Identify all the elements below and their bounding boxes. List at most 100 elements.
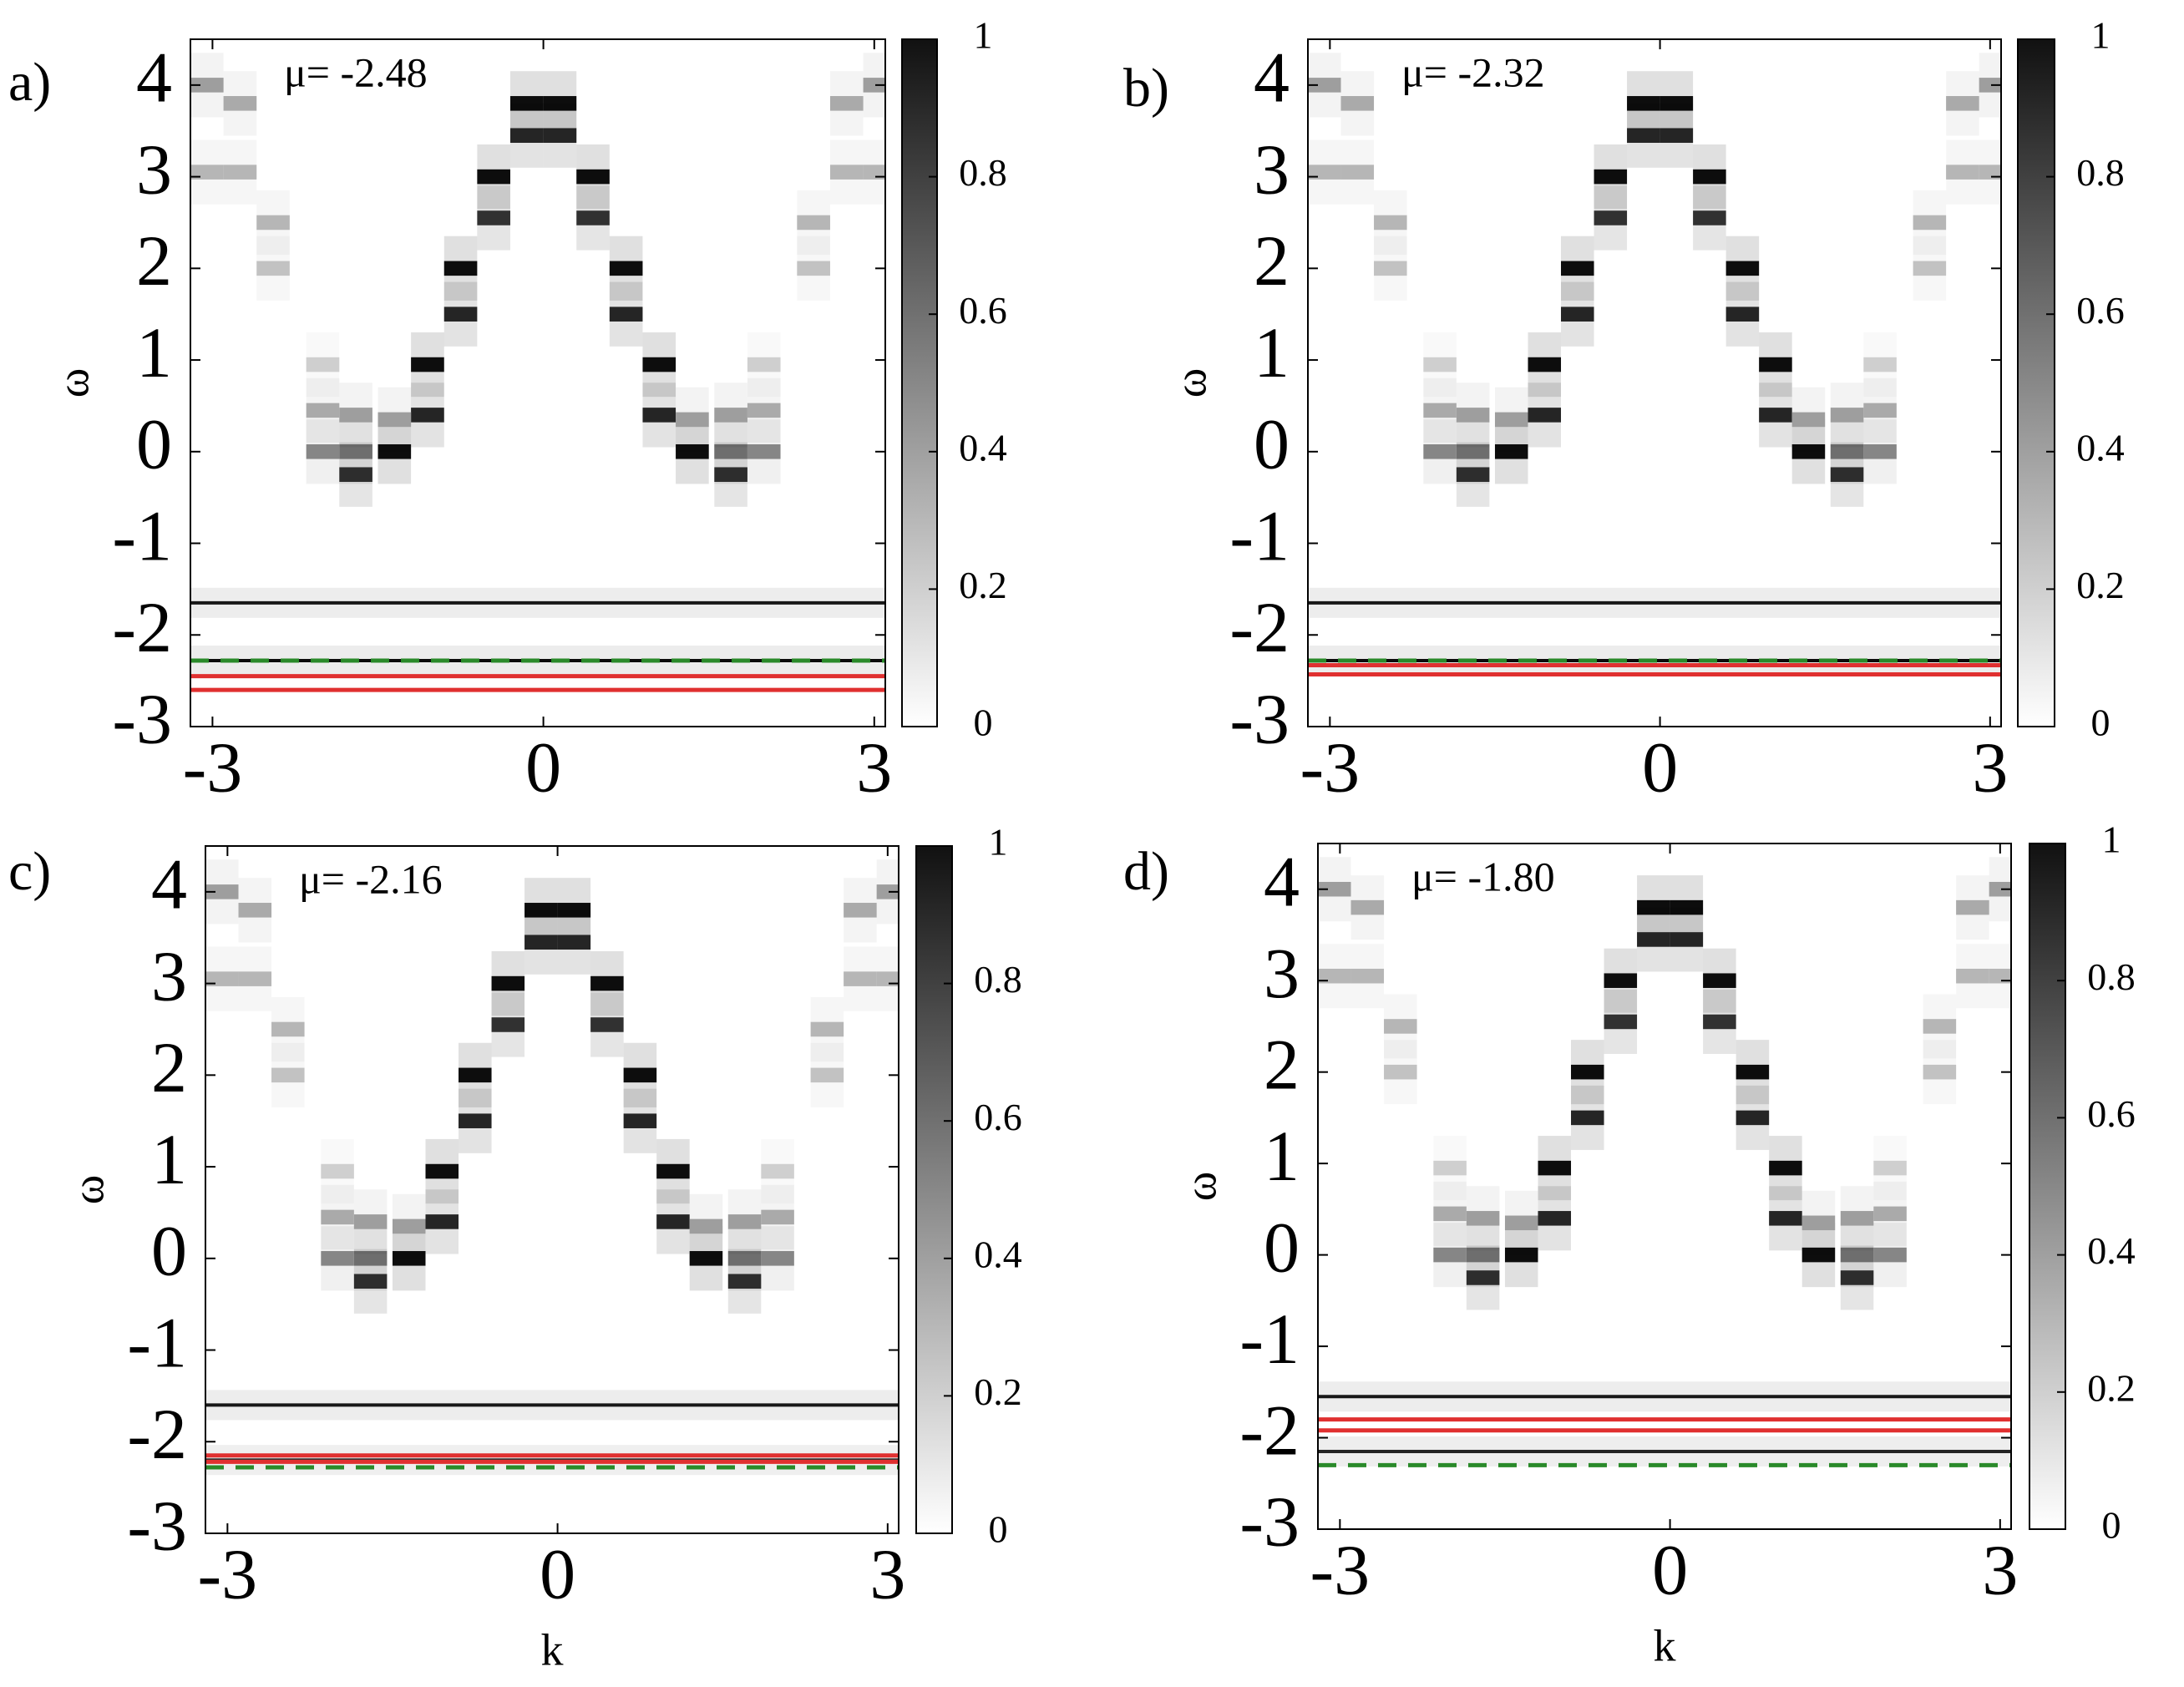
cell: [1318, 881, 1351, 897]
cell: [1725, 261, 1760, 276]
cell: [509, 96, 544, 111]
y-tick-label: -1: [1229, 495, 1290, 575]
colorbar-tick-label: 0.8: [2087, 955, 2136, 998]
y-tick-label: 0: [151, 1211, 187, 1291]
y-tick-label: 3: [1254, 129, 1290, 209]
plot-frame: [190, 38, 886, 727]
cell: [656, 1163, 690, 1179]
cell: [590, 975, 624, 991]
cell: [543, 128, 577, 143]
y-tick-label: 0: [1254, 404, 1290, 484]
cell: [321, 1209, 354, 1225]
cell: [1594, 210, 1628, 225]
colorbar-tick-label: 0.4: [2087, 1229, 2136, 1272]
colorbar-tick-label: 0: [2091, 702, 2111, 744]
cell: [443, 306, 478, 322]
plot-frame: [205, 845, 899, 1534]
cell: [1703, 973, 1736, 988]
cell: [491, 1017, 525, 1032]
cell: [1989, 881, 2011, 897]
y-tick-label: 1: [151, 1119, 187, 1199]
cell: [1456, 467, 1490, 483]
cell: [1466, 1270, 1500, 1285]
cell: [1660, 96, 1694, 111]
cell: [714, 408, 747, 423]
colorbar-tick-label: 0: [989, 1508, 1008, 1551]
y-tick-label: -2: [112, 587, 172, 667]
cell: [256, 261, 290, 276]
cell: [1423, 444, 1457, 459]
cell: [353, 1251, 388, 1266]
cell: [1571, 1064, 1604, 1080]
cell: [205, 971, 239, 986]
y-tick-label: -2: [1229, 587, 1290, 667]
cell: [1873, 1247, 1907, 1263]
colorbar-tick-label: 0.2: [959, 564, 1007, 606]
colorbar-tick-label: 1: [2091, 14, 2111, 57]
cell: [1594, 169, 1628, 185]
cell: [411, 357, 444, 372]
cell: [321, 1251, 354, 1266]
cell: [425, 1163, 459, 1179]
panel-label: a): [8, 52, 51, 113]
cell: [524, 935, 558, 950]
plot-frame: [1317, 843, 2012, 1530]
cell: [1863, 357, 1897, 372]
cell: [1693, 169, 1726, 185]
cell: [1913, 215, 1947, 231]
y-tick-label: 0: [1264, 1207, 1300, 1287]
cell: [1340, 165, 1375, 180]
cell: [190, 78, 224, 93]
cell: [1769, 1160, 1802, 1176]
colorbar-tick-label: 0: [974, 702, 993, 744]
cell: [306, 403, 340, 418]
cell: [1736, 1064, 1770, 1080]
cell: [1956, 899, 1989, 915]
x-tick-label: 0: [540, 1534, 575, 1614]
x-tick-label: -3: [198, 1534, 258, 1614]
y-tick-label: 1: [136, 312, 172, 393]
y-tick-label: 2: [1254, 220, 1290, 301]
y-axis-label: ω: [48, 368, 98, 398]
cell: [1769, 1211, 1802, 1226]
cell: [689, 1251, 723, 1266]
cell: [459, 1067, 492, 1083]
cell: [1433, 1247, 1467, 1263]
cell: [1863, 444, 1897, 459]
cell: [576, 169, 610, 185]
cell: [727, 1251, 762, 1266]
y-tick-label: 3: [151, 935, 187, 1016]
cell: [1308, 165, 1341, 180]
cell: [1830, 408, 1864, 423]
cell: [1456, 408, 1490, 423]
cell: [1466, 1247, 1500, 1263]
cell: [443, 261, 478, 276]
cell: [1830, 467, 1864, 483]
cell: [863, 165, 885, 180]
cell: [557, 903, 591, 918]
cell: [623, 1113, 657, 1128]
cell: [829, 96, 864, 111]
colorbar-tick-label: 0.8: [974, 958, 1022, 1001]
cell: [1637, 899, 1670, 915]
cell: [1840, 1270, 1874, 1285]
cell: [223, 165, 257, 180]
x-tick-label: 3: [856, 727, 892, 808]
panel-label: d): [1123, 841, 1169, 902]
y-tick-label: 0: [136, 404, 172, 484]
colorbar-tick-label: 0.2: [2076, 564, 2125, 606]
x-tick-label: -3: [183, 727, 243, 808]
colorbar-tick-label: 0.6: [2076, 289, 2125, 332]
cell: [477, 210, 510, 225]
cell: [1736, 1110, 1770, 1126]
cell: [1725, 306, 1760, 322]
cell: [1433, 1160, 1467, 1176]
cell: [1350, 899, 1385, 915]
cell: [1504, 1215, 1538, 1231]
cell: [727, 1274, 762, 1289]
plot-area: [190, 53, 885, 692]
colorbar-tick-label: 1: [974, 14, 993, 57]
cell: [1604, 973, 1638, 988]
cell: [642, 357, 676, 372]
